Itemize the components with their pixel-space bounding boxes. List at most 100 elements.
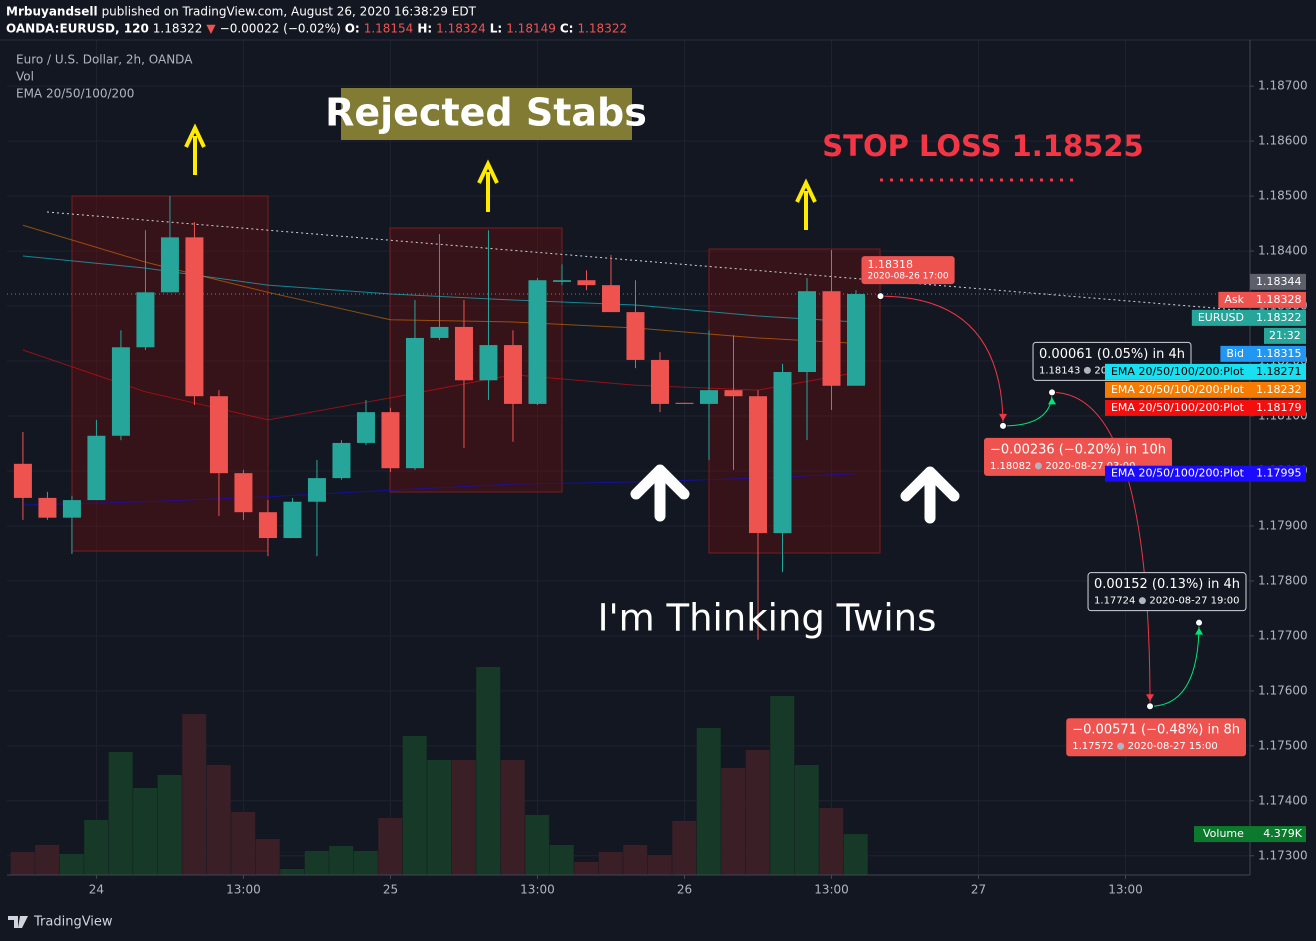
volume-tag-name: Volume (1203, 827, 1244, 840)
candle-body (847, 293, 866, 386)
price-tag (1250, 363, 1306, 380)
y-tick-label: 1.18600 (1258, 134, 1308, 148)
projection-price: 1.18143 (1039, 365, 1080, 376)
projection-line (880, 295, 1004, 426)
ema-line (22, 349, 857, 421)
candle-body (454, 326, 473, 381)
volume-bar (549, 845, 574, 875)
volume-bar (451, 760, 476, 875)
change-arrow: ▼ (206, 22, 216, 36)
candle-body (577, 280, 596, 286)
logo (8, 916, 28, 928)
candle-body (699, 390, 718, 404)
volume-bar (525, 815, 550, 875)
title-annotation: Rejected Stabs (325, 91, 647, 135)
candle-body (111, 347, 130, 436)
volume-bar (402, 736, 427, 875)
price-tag-value: 1.18322 (1256, 311, 1302, 324)
candle-body (234, 473, 253, 513)
up-arrow (184, 123, 206, 175)
candle-body (650, 359, 669, 404)
volume-bar (794, 765, 819, 875)
countdown-box (1264, 327, 1306, 344)
volume-bar (10, 852, 35, 875)
x-tick-label: 26 (677, 883, 692, 897)
volume-bar (182, 714, 207, 875)
volume-bar (623, 845, 648, 875)
projection-date: 2020-08-27 15:00 (1128, 741, 1218, 752)
clock-icon (1034, 462, 1042, 470)
candle-body (136, 292, 155, 348)
price-tag-name: EURUSD (1198, 311, 1244, 324)
header: Mrbuyandsell published on TradingView.com… (6, 5, 627, 36)
projection-label: −0.00571 (−0.48%) in 8h 1.17572 2020-08-27… (1066, 718, 1246, 757)
price-tag (1250, 291, 1306, 308)
ohlc-label: L: (490, 22, 502, 36)
y-tick-label: 1.17700 (1258, 628, 1308, 642)
volume-bar (745, 750, 770, 875)
price-tag-name: EMA 20/50/100/200:Plot (1111, 401, 1245, 414)
price-tag-name-box (1191, 309, 1250, 326)
footer: TradingView (8, 915, 113, 930)
x-tick-label: 13:00 (814, 883, 849, 897)
clock-icon (1117, 742, 1125, 750)
x-tick-label: 27 (971, 883, 986, 897)
candle-body (13, 463, 32, 498)
price-tag-name-box (1218, 291, 1250, 308)
projection-arrowhead (1048, 397, 1057, 405)
price-tag-name: Bid (1226, 347, 1244, 360)
up-arrow (630, 464, 690, 522)
ohlc-value: 1.18322 (577, 22, 627, 36)
projection-arrowhead (1195, 627, 1204, 635)
candle-body (356, 412, 375, 443)
ohlc-value: 1.18149 (506, 22, 556, 36)
volume-bar (133, 788, 158, 875)
clock-icon (1083, 366, 1091, 374)
candle-body (258, 512, 277, 539)
volume-tag-value: 4.379K (1263, 827, 1302, 840)
candle-body (724, 390, 743, 397)
y-tick-label: 1.17500 (1258, 738, 1308, 752)
price-tag-name: EMA 20/50/100/200:Plot (1111, 383, 1245, 396)
x-tick-label: 13:00 (520, 883, 555, 897)
ohlc-label: O: (345, 22, 360, 36)
candle-body (528, 280, 547, 404)
candles (13, 196, 866, 640)
projection-point (876, 292, 885, 301)
projection-change: −0.00571 (−0.48%) in 8h (1072, 723, 1240, 738)
price-tag-name: EMA 20/50/100/200:Plot (1111, 365, 1245, 378)
price-tag-value: 1.17995 (1256, 467, 1302, 480)
volume-bar (206, 765, 231, 875)
ema-line (22, 473, 857, 506)
y-tick-label: 1.17600 (1258, 683, 1308, 697)
candle-body (381, 412, 400, 469)
price-tag-name-box (1104, 399, 1250, 416)
candle-body (283, 501, 302, 539)
legend-ema: EMA 20/50/100/200 (16, 87, 134, 101)
candle-body (185, 237, 204, 397)
candle-body (87, 435, 106, 501)
candle-body (430, 326, 449, 338)
price-tag (1250, 309, 1306, 326)
x-tick-label: 24 (89, 883, 104, 897)
countdown: 21:32 (1269, 329, 1301, 342)
ohlc-label: C: (560, 22, 574, 36)
price-tags: 1.18344 1.18328 Ask 1.18322 EURUSD 21:32 1.183… (1104, 273, 1306, 843)
volume-bar (280, 869, 305, 875)
published: published on TradingView.com, August 26,… (102, 5, 477, 19)
projection-change: −0.00236 (−0.20%) in 10h (990, 442, 1166, 457)
volume-bar (353, 851, 378, 875)
volume-bar (574, 862, 599, 875)
candle-body (38, 497, 57, 518)
volume-bar (59, 854, 84, 875)
volume-bar (35, 845, 60, 875)
projection-price: 1.18082 (990, 461, 1031, 472)
projection-arrowhead (999, 413, 1008, 421)
author: Mrbuyandsell (6, 5, 98, 19)
volume-bar (231, 812, 256, 875)
volume-bar (378, 818, 403, 875)
y-tick-label: 1.17800 (1258, 573, 1308, 587)
